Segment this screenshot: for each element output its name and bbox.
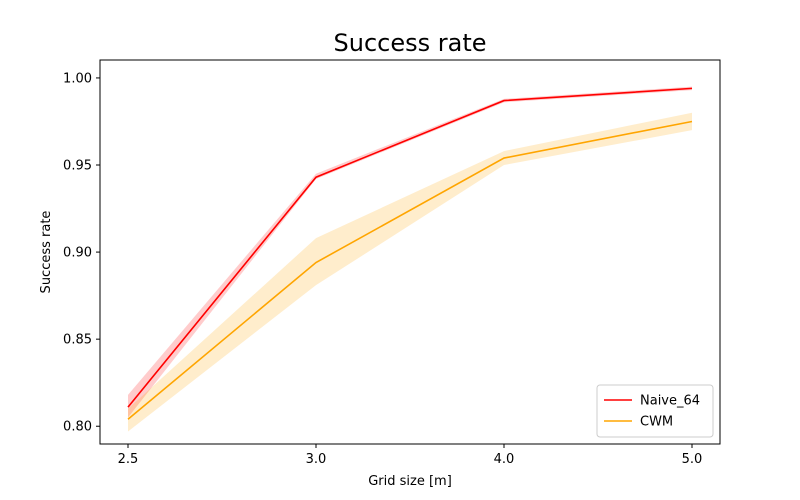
y-tick-label: 1.00 (63, 71, 92, 86)
y-axis-label: Success rate (39, 211, 54, 294)
naive-64-line (127, 87, 693, 408)
legend-label: Naive_64 (640, 394, 700, 409)
cwm-confidence-band (128, 112, 692, 432)
x-tick-label: 3.0 (306, 452, 327, 467)
cwm-line (127, 120, 693, 420)
legend: Naive_64 CWM (596, 384, 714, 438)
y-axis: 0.80 0.85 0.90 0.95 1.00 (63, 71, 100, 435)
x-tick-label: 2.5 (118, 452, 139, 467)
x-tick-label: 5.0 (682, 452, 703, 467)
x-tick-label: 4.0 (494, 452, 515, 467)
y-tick-label: 0.95 (63, 159, 92, 174)
x-axis: 2.5 3.0 4.0 5.0 (118, 444, 703, 467)
chart-title: Success rate (334, 29, 487, 57)
legend-label: CWM (640, 415, 673, 430)
series-lines (127, 87, 693, 420)
y-tick-label: 0.80 (63, 420, 92, 435)
y-tick-label: 0.90 (63, 246, 92, 261)
legend-box (596, 384, 714, 438)
y-tick-label: 0.85 (63, 333, 92, 348)
x-axis-label: Grid size [m] (368, 474, 452, 489)
